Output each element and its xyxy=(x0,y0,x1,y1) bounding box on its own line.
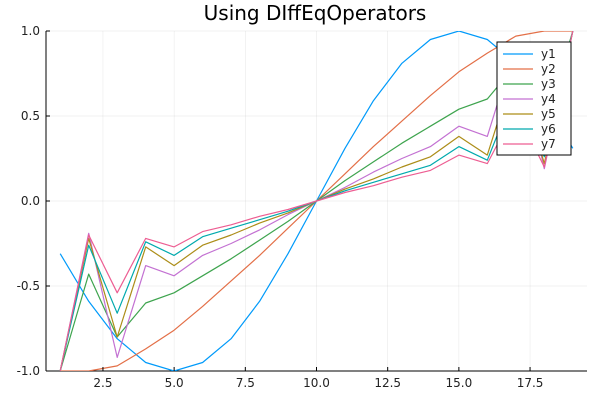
x-tick-label-1: 5.0 xyxy=(165,376,184,390)
x-tick-label-0: 2.5 xyxy=(93,376,112,390)
legend-label-y7: y7 xyxy=(541,137,556,151)
legend-label-y4: y4 xyxy=(541,92,556,106)
series-lines xyxy=(59,31,574,371)
legend-label-y2: y2 xyxy=(541,62,556,76)
x-tick-label-2: 7.5 xyxy=(236,376,255,390)
y-tick-label-0: -1.0 xyxy=(17,364,40,378)
grid xyxy=(46,30,587,372)
x-tick-label-4: 12.5 xyxy=(374,376,401,390)
x-tick-label-3: 10.0 xyxy=(303,376,330,390)
y-tick-label-3: 0.5 xyxy=(21,109,40,123)
series-line-y7 xyxy=(59,31,574,371)
x-tick-label-5: 15.0 xyxy=(446,376,473,390)
y-axis-ticks: -1.0 -0.5 0.0 0.5 1.0 xyxy=(17,24,50,378)
legend-label-y5: y5 xyxy=(541,107,556,121)
y-tick-label-1: -0.5 xyxy=(17,279,40,293)
legend-label-y6: y6 xyxy=(541,122,556,136)
x-axis-ticks: 2.5 5.0 7.5 10.0 12.5 15.0 17.5 xyxy=(93,367,543,390)
x-tick-label-6: 17.5 xyxy=(517,376,544,390)
y-tick-label-4: 1.0 xyxy=(21,24,40,38)
legend-label-y3: y3 xyxy=(541,77,556,91)
chart-title: Using DIffEqOperators xyxy=(204,1,427,25)
legend-label-y1: y1 xyxy=(541,47,556,61)
y-tick-label-2: 0.0 xyxy=(21,194,40,208)
